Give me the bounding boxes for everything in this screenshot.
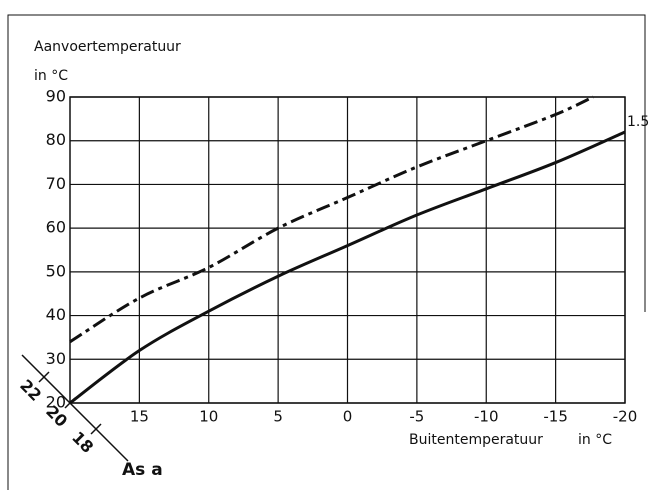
curve: [69, 95, 594, 344]
room-tick: [38, 371, 50, 383]
x-tick-label: 15: [130, 408, 149, 426]
y-tick-label: 60: [46, 218, 66, 237]
y-tick-label: 70: [46, 174, 66, 193]
x-tick-label: 5: [273, 408, 283, 426]
x-tick-label: 0: [343, 408, 353, 426]
y-tick-label: 40: [46, 305, 66, 324]
x-axis-unit: in °C: [578, 432, 612, 448]
x-tick-label: -20: [613, 408, 638, 426]
x-tick-label: -5: [409, 408, 424, 426]
x-tick-label: 10: [199, 408, 218, 426]
curve-label: 1.5: [627, 114, 649, 130]
y-tick-label: 90: [46, 87, 66, 106]
y-tick-label: 30: [46, 349, 66, 368]
y-axis-label: Aanvoertemperatuur: [34, 39, 181, 55]
x-axis-label: Buitentemperatuur: [409, 432, 543, 448]
curve: [69, 130, 626, 405]
room-axis: [21, 354, 129, 462]
y-tick-label: 20: [46, 393, 66, 412]
x-tick-label: -15: [543, 408, 568, 426]
y-tick-label: 80: [46, 130, 66, 149]
x-tick-label: -10: [474, 408, 499, 426]
frame: [7, 14, 646, 490]
room-axis-label: As a: [122, 460, 163, 480]
room-tick: [90, 423, 102, 435]
room-tick: [64, 397, 76, 409]
y-tick-label: 50: [46, 261, 66, 280]
y-axis-unit: in °C: [34, 68, 68, 84]
